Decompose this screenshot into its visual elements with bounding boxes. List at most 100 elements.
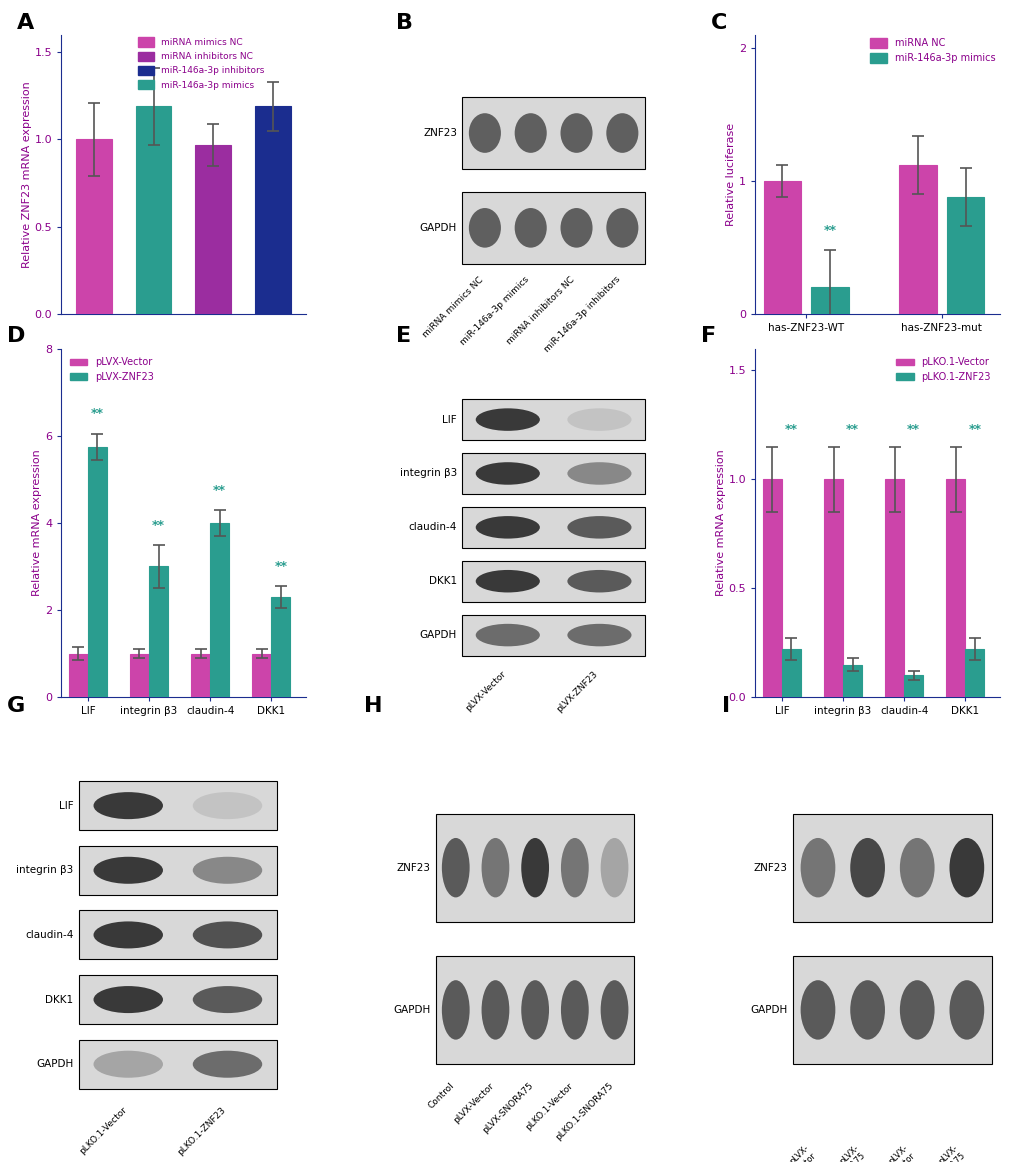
Bar <box>129 653 149 697</box>
Bar <box>255 107 290 314</box>
Bar <box>810 287 848 314</box>
Text: D: D <box>7 325 25 345</box>
Ellipse shape <box>949 838 983 897</box>
Legend: miRNA NC, miR-146a-3p mimics: miRNA NC, miR-146a-3p mimics <box>865 34 999 67</box>
Ellipse shape <box>560 838 588 897</box>
Ellipse shape <box>475 462 539 485</box>
Bar <box>462 453 645 494</box>
Text: **: ** <box>822 224 836 237</box>
Ellipse shape <box>193 856 262 884</box>
Text: **: ** <box>152 518 165 532</box>
Text: DKK1: DKK1 <box>429 576 457 586</box>
Text: GAPDH: GAPDH <box>420 223 457 232</box>
Text: pLVX-Vector: pLVX-Vector <box>464 669 507 713</box>
Bar <box>782 650 800 697</box>
Bar <box>76 139 112 314</box>
Text: G: G <box>7 696 25 716</box>
Y-axis label: Relative ZNF23 mRNA expression: Relative ZNF23 mRNA expression <box>21 81 32 267</box>
Text: LIF: LIF <box>442 415 457 424</box>
Bar <box>462 615 645 655</box>
Ellipse shape <box>193 921 262 948</box>
Text: GAPDH: GAPDH <box>750 1005 787 1014</box>
Y-axis label: Relative mRNA expression: Relative mRNA expression <box>715 450 726 596</box>
Bar <box>195 145 231 314</box>
Bar <box>252 653 271 697</box>
Ellipse shape <box>567 408 631 431</box>
Ellipse shape <box>800 838 835 897</box>
Bar <box>191 653 210 697</box>
Bar <box>884 479 903 697</box>
Ellipse shape <box>193 792 262 819</box>
Text: **: ** <box>906 423 919 436</box>
Text: miRNA inhibitors NC: miRNA inhibitors NC <box>504 275 576 346</box>
Ellipse shape <box>475 516 539 539</box>
Text: Control: Control <box>426 1081 455 1110</box>
Bar <box>793 813 990 921</box>
Ellipse shape <box>94 1050 163 1077</box>
Text: **: ** <box>785 423 797 436</box>
Ellipse shape <box>567 516 631 539</box>
Legend: pLKO.1-Vector, pLKO.1-ZNF23: pLKO.1-Vector, pLKO.1-ZNF23 <box>892 353 994 386</box>
Ellipse shape <box>94 856 163 884</box>
Ellipse shape <box>481 838 508 897</box>
Ellipse shape <box>521 981 548 1040</box>
Bar <box>78 975 277 1024</box>
Ellipse shape <box>469 208 500 248</box>
Text: pLVX-
SNORA75: pLVX- SNORA75 <box>824 1143 867 1162</box>
Ellipse shape <box>600 981 628 1040</box>
Ellipse shape <box>193 1050 262 1077</box>
Ellipse shape <box>567 624 631 646</box>
Text: DKK1: DKK1 <box>45 995 73 1005</box>
Y-axis label: Relative luciferase: Relative luciferase <box>726 123 736 225</box>
Text: A: A <box>17 13 35 34</box>
Ellipse shape <box>475 408 539 431</box>
Ellipse shape <box>567 462 631 485</box>
Bar <box>462 507 645 547</box>
Bar <box>899 165 935 314</box>
Text: LIF: LIF <box>59 801 73 811</box>
Ellipse shape <box>481 981 508 1040</box>
Ellipse shape <box>559 113 592 153</box>
Ellipse shape <box>567 569 631 593</box>
Text: pLKO.1-Vector: pLKO.1-Vector <box>524 1081 575 1132</box>
Legend: pLVX-Vector, pLVX-ZNF23: pLVX-Vector, pLVX-ZNF23 <box>66 353 158 386</box>
Text: C: C <box>710 13 727 34</box>
Bar <box>271 597 290 697</box>
Text: **: ** <box>846 423 858 436</box>
Text: claudin-4: claudin-4 <box>409 523 457 532</box>
Text: **: ** <box>967 423 980 436</box>
Bar <box>462 96 645 168</box>
Ellipse shape <box>441 981 469 1040</box>
Text: H: H <box>364 696 382 716</box>
Text: GAPDH: GAPDH <box>393 1005 430 1014</box>
Text: miR-146a-3p inhibitors: miR-146a-3p inhibitors <box>542 275 622 354</box>
Y-axis label: Relative mRNA expression: Relative mRNA expression <box>33 450 42 596</box>
Text: ZNF23: ZNF23 <box>753 862 787 873</box>
Bar <box>136 107 171 314</box>
Bar <box>762 479 782 697</box>
Text: pLKO.1-ZNF23: pLKO.1-ZNF23 <box>175 1105 227 1157</box>
Ellipse shape <box>559 208 592 248</box>
Ellipse shape <box>600 838 628 897</box>
Text: **: ** <box>274 560 287 573</box>
Text: pLVX-SNORA75: pLVX-SNORA75 <box>480 1081 535 1135</box>
Text: miRNA mimics NC: miRNA mimics NC <box>421 275 484 339</box>
Bar <box>78 1040 277 1089</box>
Text: integrin β3: integrin β3 <box>399 468 457 479</box>
Text: pLKO.1-SNORA75: pLKO.1-SNORA75 <box>552 1081 613 1142</box>
Bar <box>903 675 922 697</box>
Text: pLKO.1-Vector: pLKO.1-Vector <box>77 1105 128 1156</box>
Ellipse shape <box>850 838 884 897</box>
Text: miR-146a-3p mimics: miR-146a-3p mimics <box>459 275 530 347</box>
Ellipse shape <box>800 981 835 1040</box>
Bar <box>763 181 800 314</box>
Bar <box>946 196 983 314</box>
Ellipse shape <box>469 113 500 153</box>
Bar <box>964 650 983 697</box>
Ellipse shape <box>193 987 262 1013</box>
Bar <box>823 479 843 697</box>
Bar <box>68 653 88 697</box>
Text: **: ** <box>213 483 226 497</box>
Ellipse shape <box>521 838 548 897</box>
Bar <box>793 956 990 1064</box>
